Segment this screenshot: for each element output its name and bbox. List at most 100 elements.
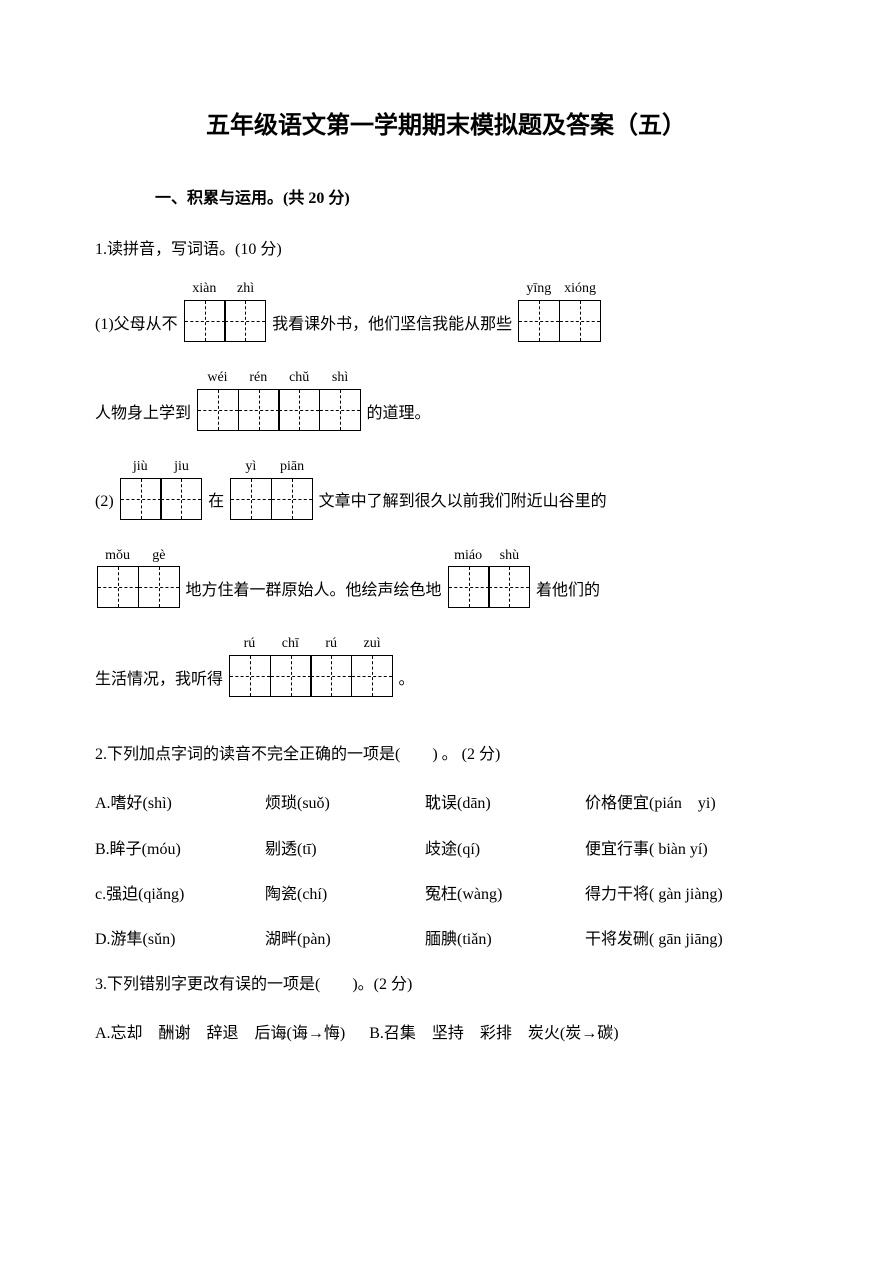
char-grid: [448, 566, 531, 608]
char-cell: [229, 655, 271, 697]
pinyin-cell: zuì: [352, 636, 393, 653]
char-cell: [230, 478, 272, 520]
q2-a-2: 烦琐(suǒ): [265, 786, 385, 821]
char-grid: [229, 655, 393, 697]
char-grid: [230, 478, 313, 520]
char-cell: [97, 566, 139, 608]
char-cell: [138, 566, 180, 608]
q1-line-4: mǒu gè 地方住着一群原始人。他绘声绘色地 miáo shù 着他们的: [95, 548, 797, 609]
q2-option-c: c.强迫(qiǎng) 陶瓷(chí) 冤枉(wàng) 得力干将( gàn j…: [95, 877, 797, 912]
q2-a-3: 耽误(dān): [425, 786, 545, 821]
q2-b-4: 便宜行事( biàn yí): [585, 832, 797, 867]
pinyin-block-miaoshu: miáo shù: [448, 548, 531, 609]
q3-option-b: B.召集 坚持 彩排 炭火(炭→碳): [369, 1016, 618, 1051]
q3-options-row: A.忘却 酬谢 辞退 后诲(诲→悔) B.召集 坚持 彩排 炭火(炭→碳): [95, 1016, 797, 1051]
pinyin-cell: chī: [270, 636, 311, 653]
pinyin-cell: jiu: [161, 459, 202, 476]
char-cell: [518, 300, 560, 342]
char-cell: [488, 566, 530, 608]
q1-line5-prefix: 生活情况，我听得: [95, 662, 223, 697]
pinyin-block-yingxiong: yīng xióng: [518, 281, 601, 342]
q1-line5-suffix: 。: [399, 662, 415, 697]
q2-c-1: c.强迫(qiǎng): [95, 877, 225, 912]
char-cell: [271, 478, 313, 520]
pinyin-cell: shù: [489, 548, 530, 565]
pinyin-block-xianzhi: xiàn zhì: [184, 281, 267, 342]
char-cell: [278, 389, 320, 431]
pinyin-block-yipian: yì piān: [230, 459, 313, 520]
pinyin-cell: rén: [238, 370, 279, 387]
q2-option-a: A.嗜好(shì) 烦琐(suǒ) 耽误(dān) 价格便宜(pián yi): [95, 786, 797, 821]
char-cell: [559, 300, 601, 342]
q1-line-5: 生活情况，我听得 rú chī rú zuì 。: [95, 636, 797, 697]
q1-line3-prefix: (2): [95, 484, 114, 519]
q1-line-3: (2) jiù jiu 在 yì piān 文章中了解到很久以前我们附近山谷里的: [95, 459, 797, 520]
q1-line4-mid: 地方住着一群原始人。他绘声绘色地: [186, 573, 442, 608]
q1-line3-mid1: 在: [208, 484, 224, 519]
q2-c-3: 冤枉(wàng): [425, 877, 545, 912]
q2-c-2: 陶瓷(chí): [265, 877, 385, 912]
char-cell: [120, 478, 162, 520]
q2-d-3: 腼腆(tiǎn): [425, 922, 545, 957]
q2-b-3: 歧途(qí): [425, 832, 545, 867]
q1-line3-suffix: 文章中了解到很久以前我们附近山谷里的: [319, 484, 607, 519]
char-grid: [97, 566, 180, 608]
q2-d-2: 湖畔(pàn): [265, 922, 385, 957]
pinyin-block-mouge: mǒu gè: [97, 548, 180, 609]
pinyin-cell: chǔ: [279, 370, 320, 387]
pinyin-cell: yīng: [518, 281, 559, 298]
section-1-heading: 一、积累与运用。(共 20 分): [155, 181, 797, 216]
char-grid: [120, 478, 203, 520]
q2-prompt: 2.下列加点字词的读音不完全正确的一项是( ) 。 (2 分): [95, 737, 797, 772]
q2-b-2: 剔透(tī): [265, 832, 385, 867]
q2-d-4: 干将发硎( gān jiāng): [585, 922, 797, 957]
exam-page: 五年级语文第一学期期末模拟题及答案（五） 一、积累与运用。(共 20 分) 1.…: [0, 0, 892, 1262]
char-cell: [351, 655, 393, 697]
q2-d-1: D.游隼(sǔn): [95, 922, 225, 957]
char-cell: [319, 389, 361, 431]
q1-line-1: (1)父母从不 xiàn zhì 我看课外书，他们坚信我能从那些 yīng xi…: [95, 281, 797, 342]
char-cell: [238, 389, 280, 431]
pinyin-cell: miáo: [448, 548, 489, 565]
q2-b-1: B.眸子(móu): [95, 832, 225, 867]
q1-line1-prefix: (1)父母从不: [95, 307, 178, 342]
char-cell: [160, 478, 202, 520]
q3-option-a: A.忘却 酬谢 辞退 后诲(诲→悔): [95, 1016, 345, 1051]
q1-prompt: 1.读拼音，写词语。(10 分): [95, 232, 797, 267]
pinyin-cell: jiù: [120, 459, 161, 476]
char-cell: [310, 655, 352, 697]
pinyin-cell: xiàn: [184, 281, 225, 298]
pinyin-cell: gè: [138, 548, 179, 565]
pinyin-cell: shì: [320, 370, 361, 387]
pinyin-cell: mǒu: [97, 548, 138, 565]
pinyin-cell: piān: [271, 459, 312, 476]
q2-a-4: 价格便宜(pián yi): [585, 786, 797, 821]
pinyin-cell: rú: [229, 636, 270, 653]
char-cell: [197, 389, 239, 431]
pinyin-block-weirenchushi: wéi rén chǔ shì: [197, 370, 361, 431]
q1-line2-prefix: 人物身上学到: [95, 396, 191, 431]
char-cell: [448, 566, 490, 608]
q2-c-4: 得力干将( gàn jiàng): [585, 877, 797, 912]
pinyin-cell: rú: [311, 636, 352, 653]
char-cell: [270, 655, 312, 697]
q2-a-1: A.嗜好(shì): [95, 786, 225, 821]
q2-option-d: D.游隼(sǔn) 湖畔(pàn) 腼腆(tiǎn) 干将发硎( gān jiā…: [95, 922, 797, 957]
q1-line-2: 人物身上学到 wéi rén chǔ shì 的道理。: [95, 370, 797, 431]
pinyin-cell: xióng: [559, 281, 600, 298]
pinyin-block-ruchiruzui: rú chī rú zuì: [229, 636, 393, 697]
pinyin-cell: zhì: [225, 281, 266, 298]
char-grid: [197, 389, 361, 431]
char-cell: [184, 300, 226, 342]
char-cell: [224, 300, 266, 342]
q1-line1-mid: 我看课外书，他们坚信我能从那些: [272, 307, 512, 342]
q1-line2-suffix: 的道理。: [367, 396, 431, 431]
pinyin-cell: wéi: [197, 370, 238, 387]
exam-title: 五年级语文第一学期期末模拟题及答案（五）: [95, 100, 797, 153]
q3-prompt: 3.下列错别字更改有误的一项是( )。(2 分): [95, 967, 797, 1002]
q2-option-b: B.眸子(móu) 剔透(tī) 歧途(qí) 便宜行事( biàn yí): [95, 832, 797, 867]
char-grid: [518, 300, 601, 342]
char-grid: [184, 300, 267, 342]
pinyin-block-jiujiu: jiù jiu: [120, 459, 203, 520]
pinyin-cell: yì: [230, 459, 271, 476]
